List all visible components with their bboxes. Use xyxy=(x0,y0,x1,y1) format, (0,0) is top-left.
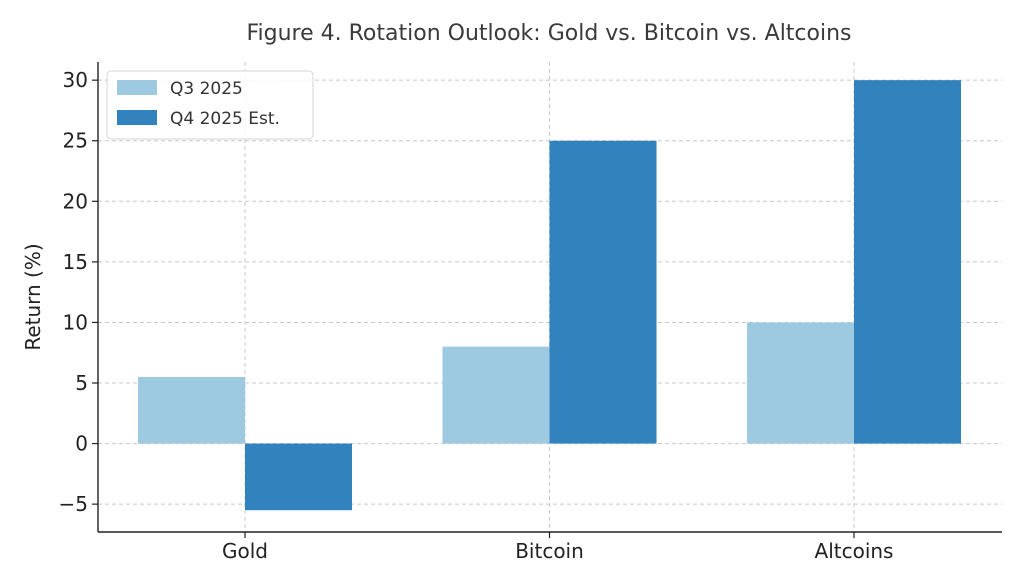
bars xyxy=(138,80,961,511)
y-tick-label: 20 xyxy=(63,189,88,213)
bar-gold-series-1 xyxy=(138,376,245,444)
x-tick-label: Altcoins xyxy=(815,539,894,563)
y-tick-label: 5 xyxy=(75,371,88,395)
y-tick-label: 0 xyxy=(75,432,88,456)
y-tick-label: 10 xyxy=(63,310,88,334)
legend-box xyxy=(106,70,314,140)
legend-swatch xyxy=(117,110,157,125)
y-tick-label: 30 xyxy=(63,68,88,92)
y-tick-label: 15 xyxy=(63,250,88,274)
bar-altcoins-series-2 xyxy=(854,80,961,444)
tick-labels: −5 0 5 10 15 20 25 30 Gold Bitcoin Altcoins xyxy=(59,68,894,563)
y-axis-label: Return (%) xyxy=(21,243,45,350)
chart-title: Figure 4. Rotation Outlook: Gold vs. Bit… xyxy=(246,21,851,46)
y-tick-label: 25 xyxy=(63,129,88,153)
bar-bitcoin-series-2 xyxy=(549,140,657,444)
y-tick-label: −5 xyxy=(59,492,88,516)
axes xyxy=(92,62,1002,538)
legend-swatch xyxy=(117,80,157,95)
bar-bitcoin-series-1 xyxy=(442,346,550,444)
legend: Q3 2025 Q4 2025 Est. xyxy=(106,70,314,140)
legend-label: Q4 2025 Est. xyxy=(170,109,280,129)
bar-altcoins-series-1 xyxy=(747,322,854,444)
x-tick-label: Gold xyxy=(222,539,268,563)
bar-gold-series-2 xyxy=(245,443,352,511)
legend-label: Q3 2025 xyxy=(170,79,243,99)
x-tick-label: Bitcoin xyxy=(515,539,584,563)
